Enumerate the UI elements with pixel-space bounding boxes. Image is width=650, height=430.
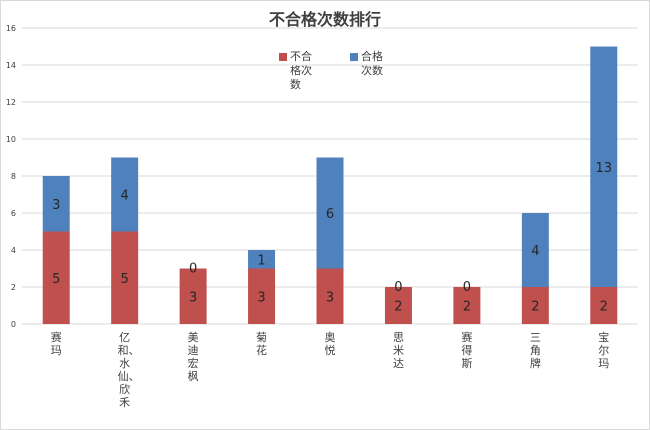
bar-pass bbox=[521, 213, 549, 287]
bar-fail bbox=[316, 268, 344, 324]
legend-item-fail: 不合格次数 bbox=[279, 50, 320, 92]
data-label-pass: 0 bbox=[394, 280, 402, 295]
data-label-pass: 0 bbox=[463, 280, 471, 295]
bar-fail bbox=[590, 287, 618, 324]
data-label-fail: 2 bbox=[531, 300, 539, 315]
x-tick-label: 赛玛 bbox=[50, 331, 62, 357]
data-label-fail: 5 bbox=[121, 272, 129, 287]
data-label-pass: 13 bbox=[596, 161, 613, 176]
y-tick-label: 16 bbox=[6, 24, 16, 33]
y-tick-label: 4 bbox=[11, 246, 16, 255]
x-tick-label: 菊花 bbox=[256, 331, 268, 357]
data-label-fail: 5 bbox=[52, 272, 60, 287]
y-tick-label: 12 bbox=[6, 98, 16, 107]
bar-fail bbox=[42, 231, 70, 324]
x-tick-label: 赛得斯 bbox=[461, 331, 473, 370]
y-tick-label: 6 bbox=[11, 209, 16, 218]
data-label-fail: 2 bbox=[463, 300, 471, 315]
bar-pass bbox=[316, 157, 344, 269]
data-label-fail: 3 bbox=[257, 290, 265, 305]
data-label-pass: 4 bbox=[121, 189, 129, 204]
data-label-pass: 1 bbox=[257, 253, 265, 268]
bar-fail bbox=[453, 287, 481, 324]
y-tick-label: 10 bbox=[6, 135, 16, 144]
x-tick-label: 三角牌 bbox=[529, 331, 541, 370]
legend-swatch-pass bbox=[350, 53, 358, 61]
x-tick-label: 亿和、水仙、欣禾 bbox=[117, 331, 140, 409]
legend-item-pass: 合格次数 bbox=[350, 50, 391, 78]
x-tick-label: 奥悦 bbox=[324, 331, 336, 357]
x-tick-label: 美迪宏枫 bbox=[187, 331, 199, 383]
data-label-pass: 3 bbox=[52, 198, 60, 213]
bar-pass bbox=[42, 176, 70, 232]
data-label-pass: 0 bbox=[189, 262, 197, 277]
bar-fail bbox=[111, 231, 139, 324]
bar-fail bbox=[521, 287, 549, 324]
data-label-fail: 3 bbox=[326, 290, 334, 305]
bar-fail bbox=[384, 287, 412, 324]
bar-pass bbox=[248, 250, 276, 269]
legend-label-fail: 不合格次数 bbox=[290, 50, 312, 91]
bar-pass bbox=[111, 157, 139, 232]
x-tick-label: 宝尔玛 bbox=[598, 331, 610, 370]
y-tick-label: 8 bbox=[11, 172, 16, 181]
data-label-fail: 3 bbox=[189, 290, 197, 305]
bar-fail bbox=[248, 268, 276, 324]
y-tick-label: 2 bbox=[11, 283, 16, 292]
bar-fail bbox=[179, 268, 207, 324]
data-label-fail: 2 bbox=[600, 300, 608, 315]
chart-title: 不合格次数排行 bbox=[268, 10, 381, 29]
data-label-fail: 2 bbox=[394, 300, 402, 315]
x-tick-label: 思米达 bbox=[392, 331, 404, 370]
y-tick-label: 0 bbox=[11, 320, 16, 329]
data-label-pass: 4 bbox=[531, 244, 539, 259]
legend-swatch-fail bbox=[279, 53, 287, 61]
legend-label-pass: 合格次数 bbox=[361, 50, 383, 77]
y-tick-label: 14 bbox=[6, 61, 16, 70]
bar-pass bbox=[590, 46, 618, 287]
data-label-pass: 6 bbox=[326, 207, 334, 222]
